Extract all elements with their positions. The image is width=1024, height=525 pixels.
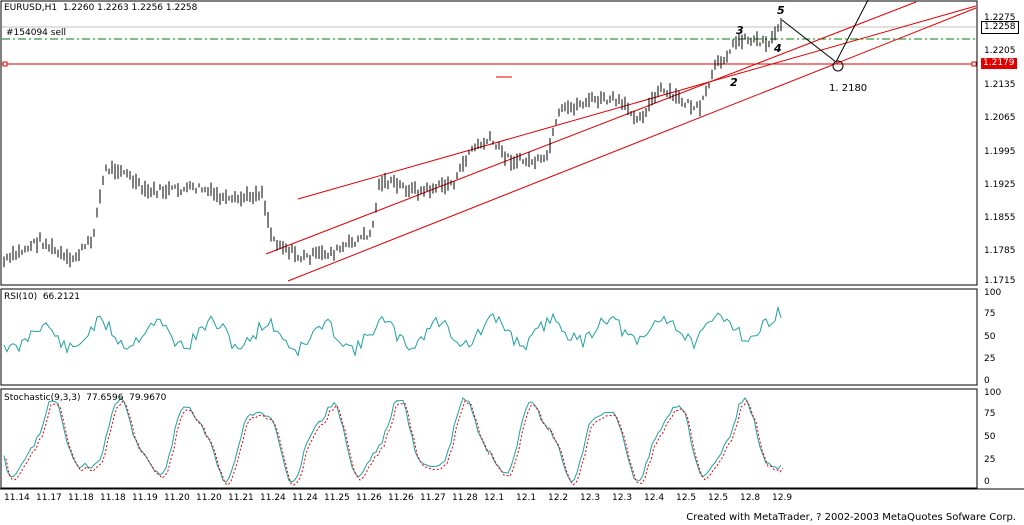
price-tick: 1.1785 bbox=[984, 246, 1016, 256]
date-tick: 12.5 bbox=[676, 493, 697, 503]
price-tick: 1.2275 bbox=[984, 13, 1016, 23]
sell-price-tag: 1.2179 bbox=[981, 58, 1017, 69]
footer-credit: Created with MetaTrader, ? 2002-2003 Met… bbox=[686, 512, 1016, 523]
sell-line-left-handle[interactable] bbox=[2, 61, 8, 67]
wave-label-2: 2 bbox=[730, 76, 738, 89]
date-tick: 11.26 bbox=[388, 493, 414, 503]
current-price-tag: 1.2258 bbox=[981, 21, 1019, 34]
date-tick: 11.20 bbox=[196, 493, 222, 503]
wave-label-3: 3 bbox=[736, 24, 744, 37]
date-tick: 12.8 bbox=[740, 493, 761, 503]
sell-line-right-handle[interactable] bbox=[971, 61, 977, 67]
date-tick: 12.5 bbox=[708, 493, 729, 503]
date-tick: 12.3 bbox=[580, 493, 601, 503]
stoch-tick: 50 bbox=[984, 432, 996, 442]
rsi-pane-title: RSI(10) 66.2121 bbox=[4, 292, 81, 302]
date-tick: 11.25 bbox=[324, 493, 350, 503]
rsi-pane-border bbox=[0, 288, 978, 386]
date-tick: 11.24 bbox=[292, 493, 318, 503]
price-tick: 1.1995 bbox=[984, 147, 1016, 157]
date-tick: 11.19 bbox=[132, 493, 158, 503]
price-tick: 1.2135 bbox=[984, 80, 1016, 90]
rsi-tick: 50 bbox=[984, 332, 996, 342]
price-tick: 1.1715 bbox=[984, 276, 1016, 286]
rsi-tick: 0 bbox=[984, 376, 990, 386]
stoch-pane-border bbox=[0, 388, 978, 489]
stoch-pane-title: Stochastic(9,3,3) 77.6596 79.9670 bbox=[4, 393, 167, 403]
date-tick: 11.18 bbox=[100, 493, 126, 503]
date-tick: 11.27 bbox=[420, 493, 446, 503]
order-label: #154094 sell bbox=[6, 28, 66, 38]
stoch-signal-series bbox=[5, 399, 784, 486]
target-price-label: 1. 2180 bbox=[829, 83, 868, 94]
stoch-tick: 100 bbox=[984, 388, 1002, 398]
date-tick: 11.14 bbox=[4, 493, 30, 503]
date-tick: 12.1 bbox=[484, 493, 505, 503]
date-tick: 11.17 bbox=[36, 493, 62, 503]
price-tick: 1.2065 bbox=[984, 113, 1016, 123]
rsi-series bbox=[3, 305, 782, 358]
date-tick: 11.18 bbox=[68, 493, 94, 503]
date-tick: 12.3 bbox=[612, 493, 633, 503]
date-tick: 11.28 bbox=[452, 493, 478, 503]
channel-upper-line[interactable] bbox=[297, 5, 977, 200]
target-ellipse bbox=[832, 60, 844, 72]
price-tick: 1.2205 bbox=[984, 46, 1016, 56]
wave-label-5: 5 bbox=[777, 4, 785, 17]
rsi-tick: 25 bbox=[984, 354, 996, 364]
stoch-tick: 0 bbox=[984, 477, 990, 487]
main-pane-border bbox=[0, 0, 978, 286]
date-tick: 12.4 bbox=[644, 493, 665, 503]
price-tick: 1.1855 bbox=[984, 213, 1016, 223]
date-tick: 12.9 bbox=[772, 493, 793, 503]
rsi-tick: 100 bbox=[984, 288, 1002, 298]
date-tick: 11.21 bbox=[228, 493, 254, 503]
wave-label-4: 4 bbox=[774, 42, 782, 55]
stochastic-lines bbox=[3, 396, 784, 486]
date-tick: 11.26 bbox=[356, 493, 382, 503]
stoch-tick: 25 bbox=[984, 455, 996, 465]
rsi-tick: 75 bbox=[984, 309, 996, 319]
channel-lower-line[interactable] bbox=[287, 7, 977, 282]
stoch-tick: 75 bbox=[984, 409, 996, 419]
stoch-main-series bbox=[3, 396, 782, 483]
wave-projection-line bbox=[781, 0, 869, 63]
price-tick: 1.1925 bbox=[984, 180, 1016, 190]
date-tick: 12.2 bbox=[548, 493, 569, 503]
price-candles bbox=[3, 17, 782, 268]
date-tick: 11.24 bbox=[260, 493, 286, 503]
date-tick: 12.1 bbox=[516, 493, 537, 503]
main-pane-title: EURUSD,H1 1.2260 1.2263 1.2256 1.2258 bbox=[4, 3, 198, 13]
date-tick: 11.20 bbox=[164, 493, 190, 503]
channel-middle-line[interactable] bbox=[265, 1, 917, 255]
rsi-line bbox=[3, 305, 782, 358]
